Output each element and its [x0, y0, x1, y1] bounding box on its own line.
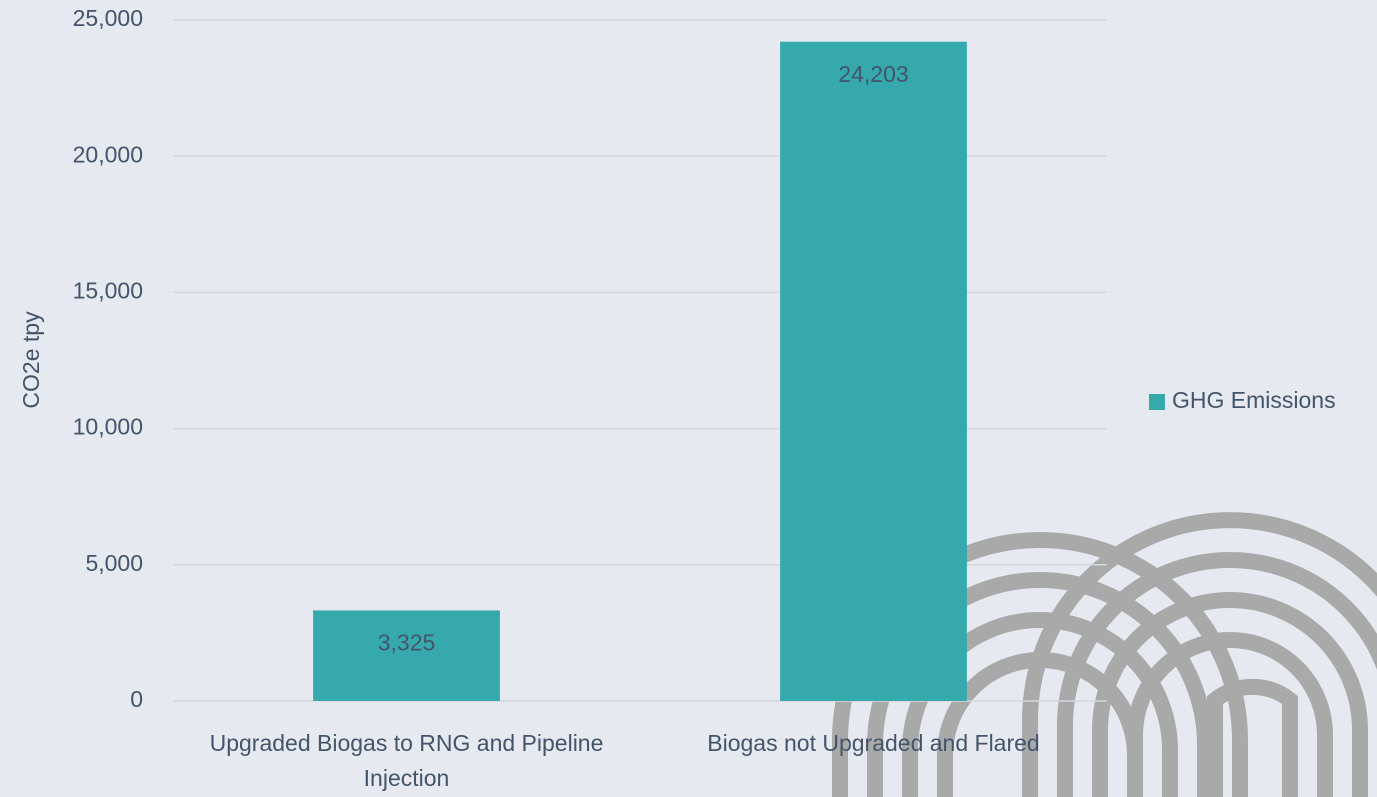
- y-tick-label: 20,000: [73, 141, 143, 167]
- x-tick-label: Biogas not Upgraded and Flared: [707, 730, 1040, 756]
- bar: [313, 610, 500, 701]
- legend-label: GHG Emissions: [1172, 387, 1336, 413]
- y-tick-label: 5,000: [85, 550, 143, 576]
- data-label: 3,325: [378, 630, 436, 656]
- x-tick-label: Upgraded Biogas to RNG and Pipeline Inje…: [209, 730, 604, 791]
- y-axis-title: CO2e tpy: [18, 311, 44, 409]
- data-label: 24,203: [838, 61, 908, 87]
- y-tick-label: 25,000: [73, 5, 143, 31]
- y-tick-label: 0: [130, 686, 143, 712]
- y-tick-label: 10,000: [73, 414, 143, 440]
- bar: [780, 41, 967, 702]
- legend-swatch: [1149, 394, 1165, 410]
- y-tick-label: 15,000: [73, 277, 143, 303]
